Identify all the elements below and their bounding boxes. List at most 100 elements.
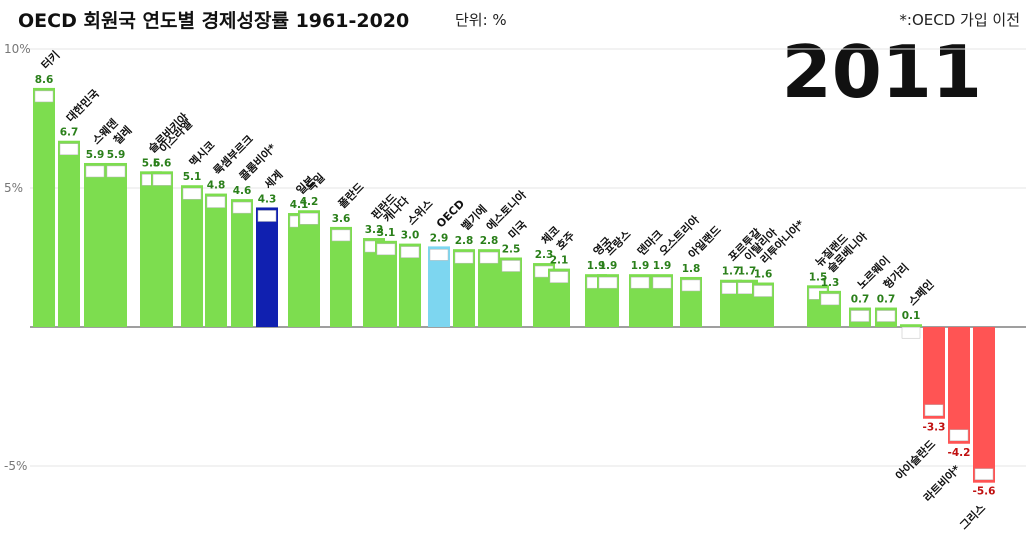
unit-label: 단위: % [455, 11, 507, 29]
flag-marker [501, 260, 521, 272]
bar [58, 140, 80, 327]
bar [105, 162, 127, 327]
value-label: 5.1 [183, 171, 202, 183]
bar [330, 226, 352, 327]
value-label: 4.3 [258, 193, 277, 205]
flag-marker [598, 276, 618, 289]
flag-marker [652, 276, 672, 289]
flag-marker [630, 276, 650, 289]
flag-marker [753, 285, 773, 297]
flag-marker [182, 187, 202, 200]
category-label: 폴란드 [335, 180, 366, 211]
value-label: 1.7 [738, 266, 757, 278]
flag-marker [34, 90, 54, 103]
flag-marker [974, 468, 994, 480]
flag-marker [152, 174, 172, 186]
value-label: -4.2 [948, 447, 971, 459]
y-tick-label: -5% [4, 459, 27, 473]
bar [548, 268, 570, 327]
bar [256, 207, 278, 327]
category-label: 그리스 [957, 501, 988, 532]
value-label: 1.7 [722, 266, 741, 278]
value-label: 5.6 [153, 157, 172, 169]
value-label: 1.6 [754, 269, 773, 281]
bar [33, 87, 55, 327]
bar [973, 327, 995, 483]
value-label: 8.6 [35, 74, 54, 86]
category-label: 아이슬란드 [892, 437, 938, 483]
bar [428, 246, 450, 327]
bar [453, 249, 475, 327]
flag-marker [206, 196, 226, 208]
category-label: 터키 [38, 48, 62, 72]
value-label: 1.9 [587, 260, 606, 272]
footnote-label: *:OECD 가입 이전 [899, 11, 1020, 29]
flag-marker [681, 279, 701, 292]
value-label: -5.6 [973, 486, 996, 498]
value-label: 5.9 [107, 149, 126, 161]
value-label: 2.8 [455, 235, 474, 247]
value-label: 5.9 [86, 149, 105, 161]
flag-marker [400, 246, 420, 258]
value-label: 2.1 [550, 255, 569, 267]
value-label: 0.7 [851, 294, 870, 306]
flag-marker [429, 249, 449, 261]
category-label: 대한민국 [63, 86, 102, 125]
value-label: 3.2 [365, 224, 384, 236]
flag-marker [331, 229, 351, 242]
value-label: 4.8 [207, 180, 226, 192]
y-tick-label: 5% [4, 181, 23, 195]
bar [500, 257, 522, 327]
value-label: 4.2 [300, 196, 319, 208]
value-label: 1.5 [809, 271, 828, 283]
value-label: 1.3 [821, 277, 840, 289]
flag-marker [454, 251, 474, 264]
value-label: 0.7 [877, 294, 896, 306]
value-label: 4.6 [233, 185, 252, 197]
value-label: 0.1 [902, 310, 921, 322]
flag-marker [106, 165, 126, 178]
value-label: 6.7 [60, 127, 79, 139]
flag-marker [549, 271, 569, 283]
chart-title: OECD 회원국 연도별 경제성장률 1961-2020 [18, 10, 410, 32]
flag-marker [924, 404, 944, 416]
value-label: 2.5 [502, 244, 521, 256]
category-label: 스페인 [905, 277, 936, 308]
value-label: 3.0 [401, 230, 420, 242]
flag-marker [59, 143, 79, 155]
value-label: 5.6 [142, 157, 161, 169]
value-label: 1.9 [599, 260, 618, 272]
value-label: 1.9 [653, 260, 672, 272]
flag-marker [901, 326, 921, 339]
value-label: 1.9 [631, 260, 650, 272]
value-label: 1.8 [682, 263, 701, 275]
bar [375, 240, 397, 327]
value-label: 2.8 [480, 235, 499, 247]
flag-marker [376, 243, 396, 256]
bar [900, 324, 922, 327]
value-label: -3.3 [923, 422, 946, 434]
flag-marker [876, 310, 896, 322]
bar [205, 193, 227, 327]
category-label: 미국 [505, 217, 529, 241]
bar [948, 327, 970, 444]
flag-marker [85, 165, 105, 178]
flag-marker [949, 429, 969, 442]
bar [478, 249, 500, 327]
flag-marker [257, 210, 277, 222]
flag-marker [820, 293, 840, 306]
bar [181, 185, 203, 327]
y-tick-label: 10% [4, 42, 31, 56]
bar [151, 171, 173, 327]
bar [84, 162, 106, 327]
bar [923, 327, 945, 419]
bar [298, 210, 320, 327]
flag-marker [299, 212, 319, 225]
value-label: 2.3 [535, 249, 554, 261]
category-label: 라트비아* [921, 462, 964, 505]
value-label: 3.6 [332, 213, 351, 225]
year-indicator: 2011 [781, 30, 982, 114]
category-label: 멕시코 [186, 138, 217, 169]
